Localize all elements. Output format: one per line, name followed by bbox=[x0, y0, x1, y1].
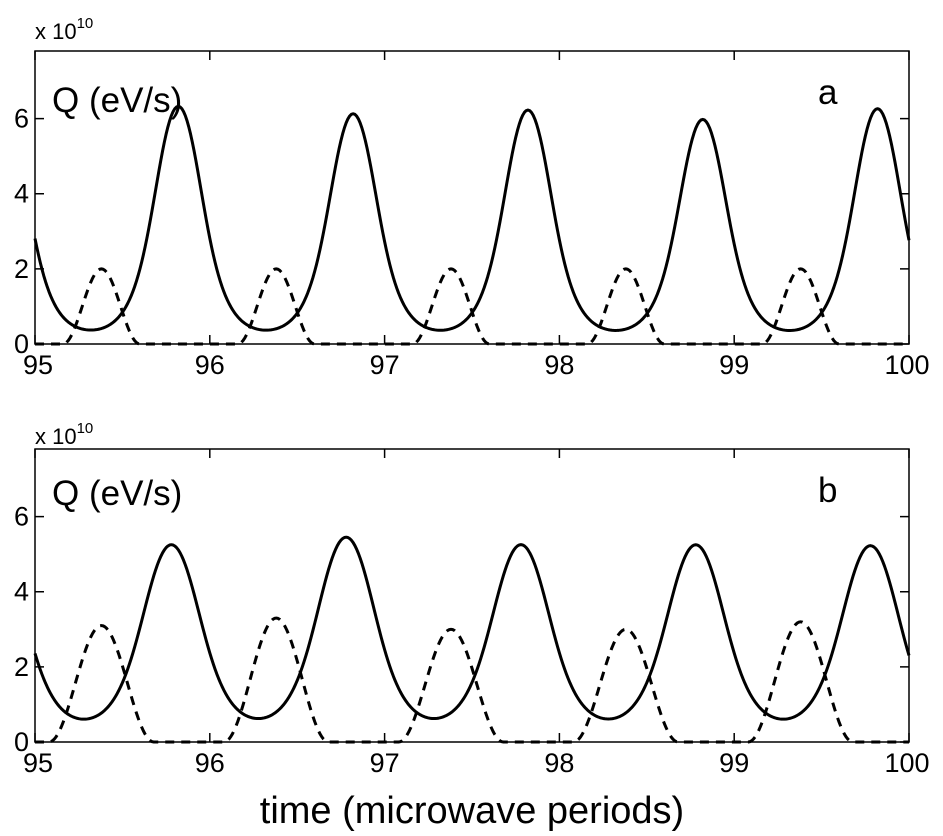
solid-series-line-b bbox=[33, 535, 911, 721]
x-tick-label-b-1: 96 bbox=[195, 748, 225, 778]
y-tick-label-a-3: 6 bbox=[14, 104, 29, 134]
dashed-series-line-b bbox=[35, 616, 909, 744]
x-tick-label-b-4: 99 bbox=[719, 748, 749, 778]
axes-box-a bbox=[34, 50, 910, 345]
x-tick-label-a-5: 100 bbox=[884, 350, 929, 380]
x-tick-label-b-2: 97 bbox=[370, 748, 400, 778]
x-tick-label-b-3: 98 bbox=[544, 748, 574, 778]
panel-b: x 1010 Q (eV/s) b time (microwave period… bbox=[14, 420, 930, 832]
x-tick-label-a-0: 95 bbox=[23, 350, 53, 380]
panel-letter-a: a bbox=[818, 73, 838, 112]
panel-a: x 1010 Q (eV/s) a 95 96 97 98 99 100 0 2 4 6 bbox=[14, 15, 930, 380]
y-tick-label-b-3: 6 bbox=[14, 502, 29, 532]
y-multiplier-exponent-b: 10 bbox=[77, 420, 94, 437]
y-multiplier-exponent-a: 10 bbox=[77, 15, 94, 32]
y-tick-label-a-0: 0 bbox=[14, 329, 29, 359]
y-tick-label-a-2: 4 bbox=[14, 179, 29, 209]
x-tick-label-a-1: 96 bbox=[195, 350, 225, 380]
y-tick-label-a-1: 2 bbox=[14, 254, 29, 284]
x-tick-label-b-5: 100 bbox=[884, 748, 929, 778]
panel-letter-b: b bbox=[818, 471, 837, 510]
axes-box-b bbox=[34, 448, 910, 743]
x-axis-label: time (microwave periods) bbox=[260, 790, 684, 832]
y-tick-label-b-1: 2 bbox=[14, 652, 29, 682]
x-tick-label-a-4: 99 bbox=[719, 350, 749, 380]
x-tick-label-b-0: 95 bbox=[23, 748, 53, 778]
y-axis-label-a: Q (eV/s) bbox=[52, 81, 182, 120]
y-tick-label-b-2: 4 bbox=[14, 577, 29, 607]
solid-series-line-a bbox=[33, 104, 911, 332]
dashed-series-line-a bbox=[35, 267, 909, 346]
y-tick-label-b-0: 0 bbox=[14, 727, 29, 757]
y-axis-label-b: Q (eV/s) bbox=[52, 474, 182, 513]
y-multiplier-a: x 1010 bbox=[35, 15, 93, 44]
x-tick-label-a-3: 98 bbox=[544, 350, 574, 380]
y-multiplier-b: x 1010 bbox=[35, 420, 93, 449]
x-tick-label-a-2: 97 bbox=[370, 350, 400, 380]
